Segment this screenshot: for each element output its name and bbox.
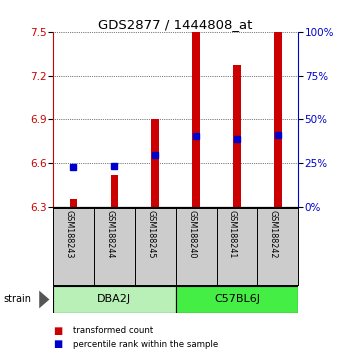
Text: GSM188244: GSM188244 xyxy=(105,210,114,258)
Title: GDS2877 / 1444808_at: GDS2877 / 1444808_at xyxy=(99,18,253,31)
Bar xyxy=(233,65,241,207)
Bar xyxy=(70,199,77,207)
Text: transformed count: transformed count xyxy=(73,326,153,336)
Bar xyxy=(53,286,176,313)
Text: percentile rank within the sample: percentile rank within the sample xyxy=(73,339,219,349)
Text: GSM188240: GSM188240 xyxy=(187,210,196,258)
Text: GSM188245: GSM188245 xyxy=(146,210,155,259)
Text: C57BL6J: C57BL6J xyxy=(214,295,260,304)
Text: DBA2J: DBA2J xyxy=(97,295,131,304)
Bar xyxy=(192,32,200,207)
Text: strain: strain xyxy=(3,295,31,304)
Bar xyxy=(176,286,298,313)
Bar xyxy=(110,175,118,207)
Bar xyxy=(151,119,159,207)
Text: GSM188241: GSM188241 xyxy=(228,210,237,258)
Text: GSM188242: GSM188242 xyxy=(269,210,278,259)
Text: ■: ■ xyxy=(53,326,62,336)
Text: ■: ■ xyxy=(53,339,62,349)
Bar xyxy=(274,32,282,207)
Text: GSM188243: GSM188243 xyxy=(64,210,73,258)
